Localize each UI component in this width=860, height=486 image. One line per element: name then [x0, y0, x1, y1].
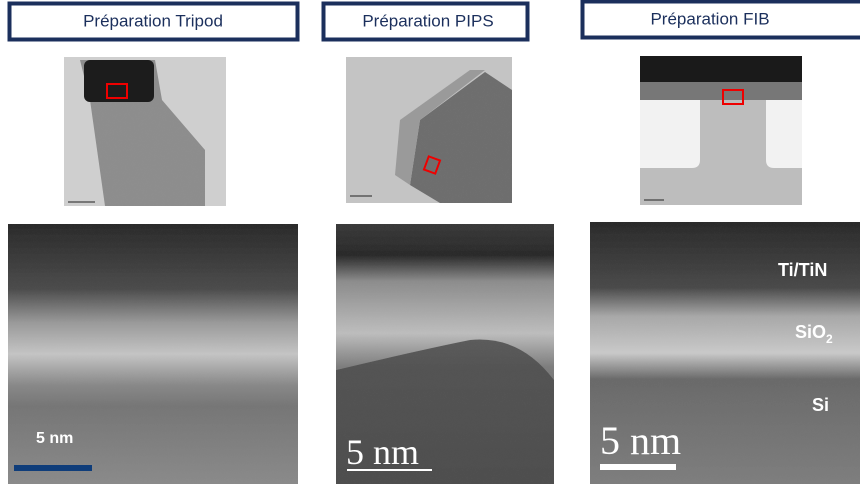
hrtem-fib: 5 nm Ti/TiN SiO2 Si	[590, 222, 860, 484]
layer-label: Ti/TiN	[778, 260, 827, 280]
scale-bar	[14, 465, 92, 471]
layer-label: Si	[812, 395, 829, 415]
scale-label: 5 nm	[36, 430, 73, 447]
hrtem-tripod: 5 nm	[8, 224, 298, 484]
hrtem-pips: 5 nm	[336, 224, 554, 484]
overview-fib	[640, 56, 802, 205]
scale-label: 5 nm	[600, 418, 681, 463]
panel-title: Préparation FIB	[650, 9, 769, 28]
panel-title: Préparation PIPS	[362, 11, 493, 30]
scale-bar	[600, 464, 676, 470]
panel-title: Préparation Tripod	[83, 11, 223, 30]
overview-tripod	[64, 57, 226, 206]
scale-label: 5 nm	[346, 432, 419, 472]
figure: Préparation Tripod Préparation PIPS Prép…	[0, 0, 860, 486]
overview-pips	[346, 57, 512, 203]
